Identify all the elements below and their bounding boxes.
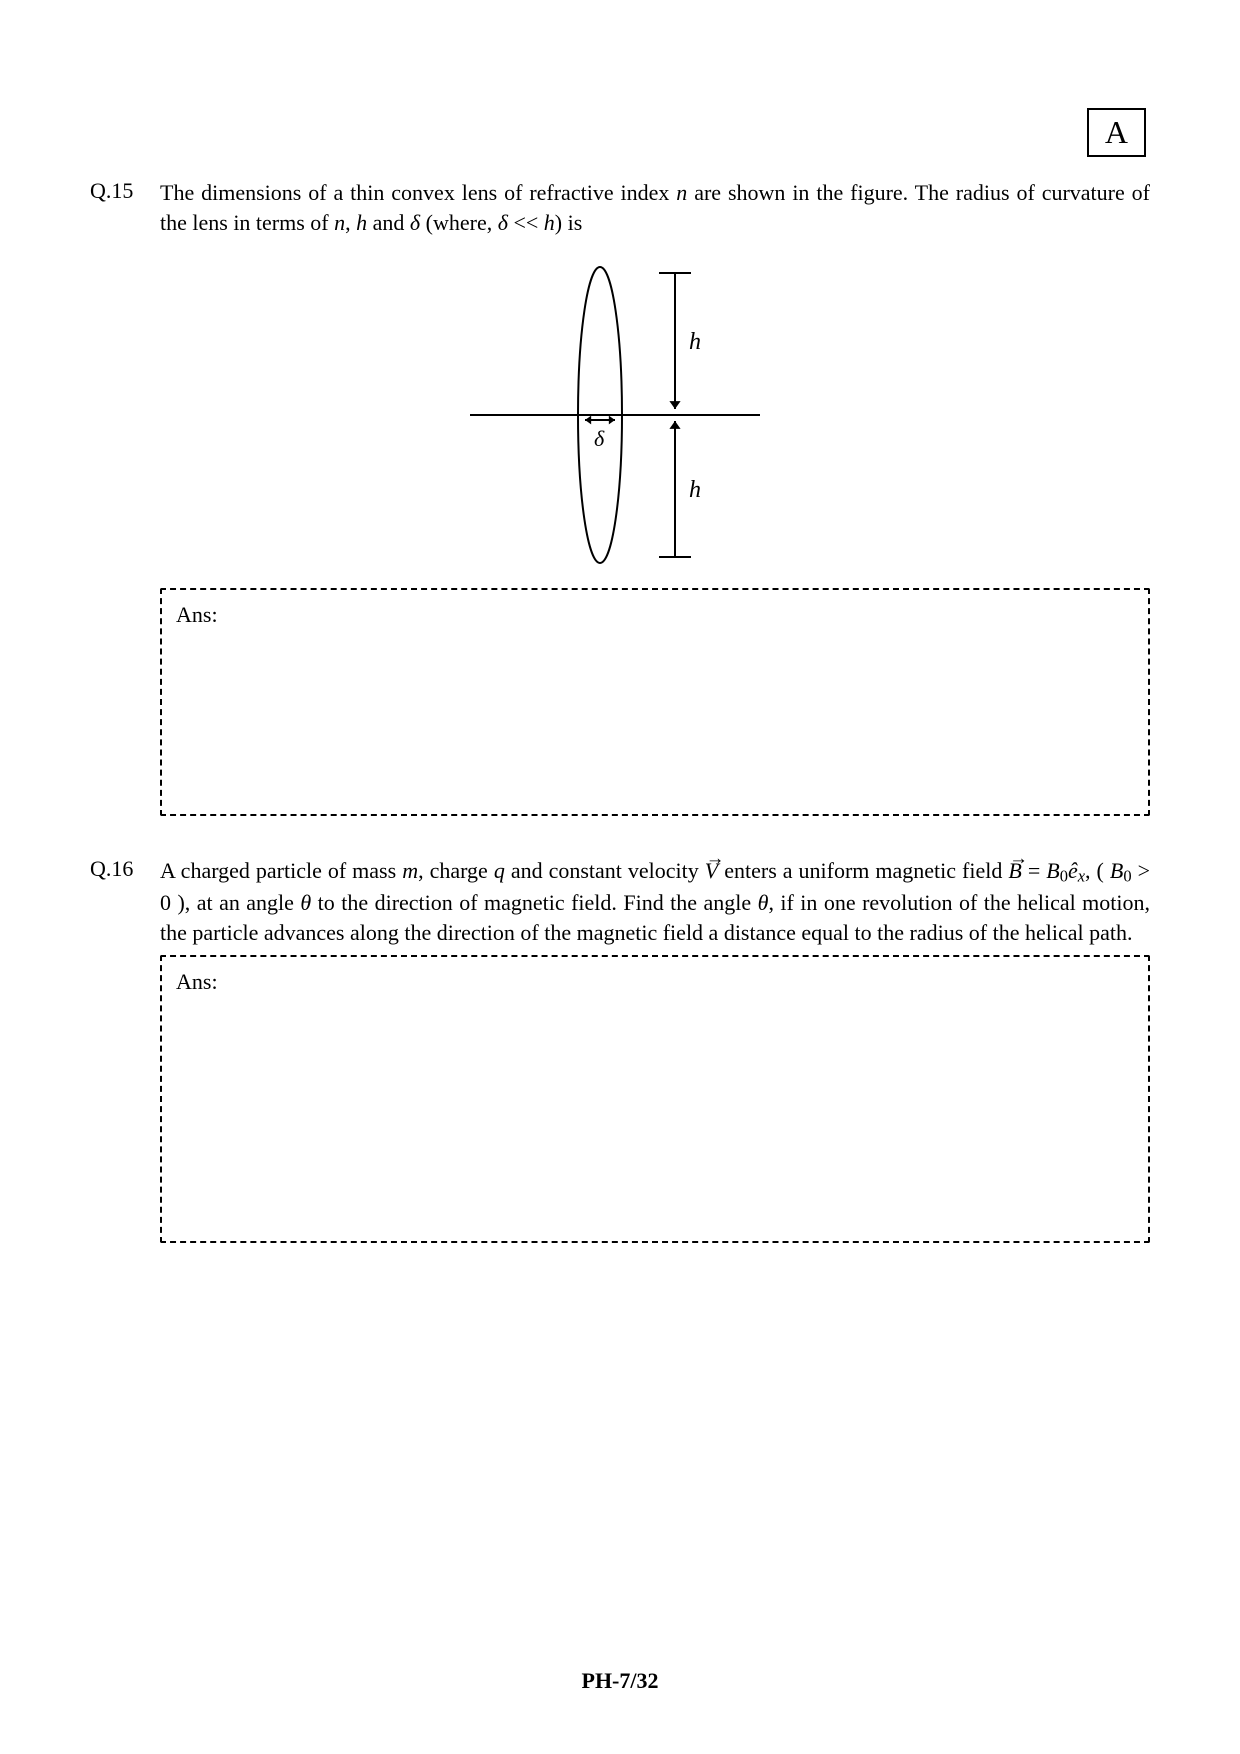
q16-ans-label: Ans: [176, 969, 218, 994]
q16-text: A charged particle of mass m, charge q a… [160, 856, 1150, 947]
q15-figure: h h δ [430, 255, 810, 580]
variant-box: A [1087, 108, 1146, 157]
question-16: Q.16 A charged particle of mass m, charg… [90, 856, 1150, 947]
q16-number: Q.16 [90, 856, 160, 882]
svg-text:h: h [689, 329, 701, 355]
q15-answer-box: Ans: [160, 588, 1150, 816]
q15-text: The dimensions of a thin convex lens of … [160, 178, 1150, 237]
q15-ans-label: Ans: [176, 602, 218, 627]
question-15: Q.15 The dimensions of a thin convex len… [90, 178, 1150, 237]
variant-label: A [1105, 114, 1128, 150]
footer-text: PH-7/32 [582, 1668, 659, 1693]
page-footer: PH-7/32 [0, 1668, 1240, 1694]
q15-number: Q.15 [90, 178, 160, 204]
svg-text:h: h [689, 477, 701, 503]
svg-text:δ: δ [594, 426, 605, 451]
q16-answer-box: Ans: [160, 955, 1150, 1243]
